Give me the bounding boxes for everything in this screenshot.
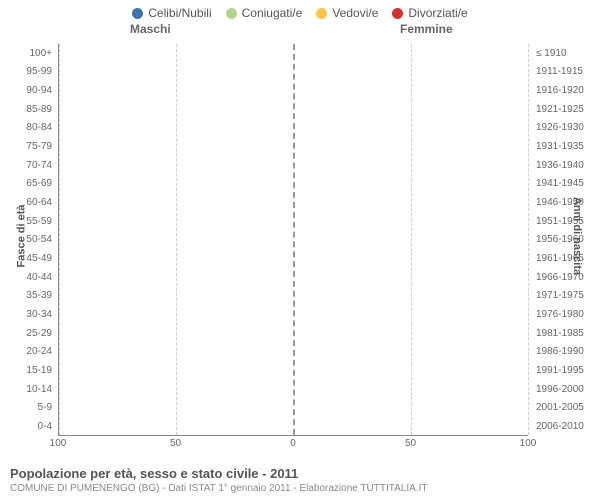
- legend-item: Celibi/Nubili: [132, 6, 211, 20]
- birth-label: 1986-1990: [536, 343, 600, 362]
- chart-title: Popolazione per età, sesso e stato civil…: [10, 466, 590, 481]
- birth-label: 2006-2010: [536, 417, 600, 436]
- pyramid-row: [59, 379, 528, 398]
- age-label: 35-39: [0, 287, 55, 306]
- x-tick: 50: [405, 438, 416, 449]
- age-label: 60-64: [0, 193, 55, 212]
- title-block: Popolazione per età, sesso e stato civil…: [10, 466, 590, 494]
- birth-label: ≤ 1910: [536, 44, 600, 63]
- pyramid-row: [59, 361, 528, 380]
- birth-label: 1916-1920: [536, 81, 600, 100]
- legend: Celibi/Nubili Coniugati/e Vedovi/e Divorzia…: [0, 0, 600, 20]
- x-tick: 50: [170, 438, 181, 449]
- legend-item: Coniugati/e: [226, 6, 303, 20]
- age-label: 10-14: [0, 380, 55, 399]
- age-label: 80-84: [0, 119, 55, 138]
- age-label: 0-4: [0, 417, 55, 436]
- birth-label: 2001-2005: [536, 399, 600, 418]
- age-label: 50-54: [0, 231, 55, 250]
- age-label: 25-29: [0, 324, 55, 343]
- pyramid-row: [59, 267, 528, 286]
- pyramid-row: [59, 323, 528, 342]
- pyramid-row: [59, 100, 528, 119]
- header-labels: Maschi Femmine: [0, 20, 600, 38]
- birth-label: 1941-1945: [536, 175, 600, 194]
- age-label: 15-19: [0, 361, 55, 380]
- legend-swatch: [316, 8, 327, 19]
- pyramid-row: [59, 286, 528, 305]
- age-axis-labels: 0-45-910-1415-1920-2425-2930-3435-3940-4…: [0, 44, 55, 436]
- birth-label: 1996-2000: [536, 380, 600, 399]
- pyramid-row: [59, 63, 528, 82]
- y-axis-title-right: Anni di nascita: [571, 197, 583, 275]
- pyramid-row: [59, 118, 528, 137]
- legend-label: Celibi/Nubili: [148, 6, 211, 20]
- pyramid-row: [59, 398, 528, 417]
- birth-label: 1946-1950: [536, 193, 600, 212]
- birth-label: 1956-1960: [536, 231, 600, 250]
- birth-label: 1921-1925: [536, 100, 600, 119]
- x-tick: 100: [520, 438, 537, 449]
- legend-label: Divorziati/e: [408, 6, 467, 20]
- legend-label: Vedovi/e: [332, 6, 378, 20]
- birth-label: 1931-1935: [536, 137, 600, 156]
- age-label: 5-9: [0, 399, 55, 418]
- birth-label: 1936-1940: [536, 156, 600, 175]
- x-tick: 0: [290, 438, 296, 449]
- pyramid-row: [59, 416, 528, 435]
- pyramid-row: [59, 230, 528, 249]
- header-female: Femmine: [400, 22, 453, 36]
- legend-item: Divorziati/e: [392, 6, 467, 20]
- age-label: 95-99: [0, 63, 55, 82]
- pyramid-row: [59, 193, 528, 212]
- legend-swatch: [132, 8, 143, 19]
- pyramid-row: [59, 44, 528, 63]
- birth-label: 1971-1975: [536, 287, 600, 306]
- age-label: 75-79: [0, 137, 55, 156]
- pyramid-row: [59, 137, 528, 156]
- age-label: 100+: [0, 44, 55, 63]
- x-tick: 100: [50, 438, 67, 449]
- pyramid-row: [59, 174, 528, 193]
- birth-label: 1966-1970: [536, 268, 600, 287]
- pyramid-row: [59, 81, 528, 100]
- pyramid-row: [59, 212, 528, 231]
- birth-axis-labels: 2006-20102001-20051996-20001991-19951986…: [532, 44, 600, 436]
- age-label: 65-69: [0, 175, 55, 194]
- gridline: [528, 44, 529, 435]
- birth-label: 1961-1965: [536, 249, 600, 268]
- x-axis-ticks: 10050050100: [58, 438, 528, 454]
- pyramid-row: [59, 249, 528, 268]
- legend-swatch: [226, 8, 237, 19]
- chart-subtitle: COMUNE DI PUMENENGO (BG) - Dati ISTAT 1°…: [10, 483, 590, 494]
- age-label: 30-34: [0, 305, 55, 324]
- pyramid-rows: [59, 44, 528, 435]
- age-label: 20-24: [0, 343, 55, 362]
- legend-swatch: [392, 8, 403, 19]
- birth-label: 1981-1985: [536, 324, 600, 343]
- legend-label: Coniugati/e: [242, 6, 303, 20]
- header-male: Maschi: [130, 22, 171, 36]
- age-label: 40-44: [0, 268, 55, 287]
- y-axis-title-left: Fasce di età: [15, 205, 27, 268]
- birth-label: 1976-1980: [536, 305, 600, 324]
- age-label: 85-89: [0, 100, 55, 119]
- birth-label: 1926-1930: [536, 119, 600, 138]
- age-label: 90-94: [0, 81, 55, 100]
- age-label: 45-49: [0, 249, 55, 268]
- pyramid-row: [59, 342, 528, 361]
- plot-area: [58, 44, 528, 436]
- birth-label: 1991-1995: [536, 361, 600, 380]
- age-label: 70-74: [0, 156, 55, 175]
- birth-label: 1911-1915: [536, 63, 600, 82]
- pyramid-row: [59, 305, 528, 324]
- age-label: 55-59: [0, 212, 55, 231]
- birth-label: 1951-1955: [536, 212, 600, 231]
- pyramid-row: [59, 156, 528, 175]
- legend-item: Vedovi/e: [316, 6, 378, 20]
- population-pyramid-chart: Celibi/Nubili Coniugati/e Vedovi/e Divorzia…: [0, 0, 600, 500]
